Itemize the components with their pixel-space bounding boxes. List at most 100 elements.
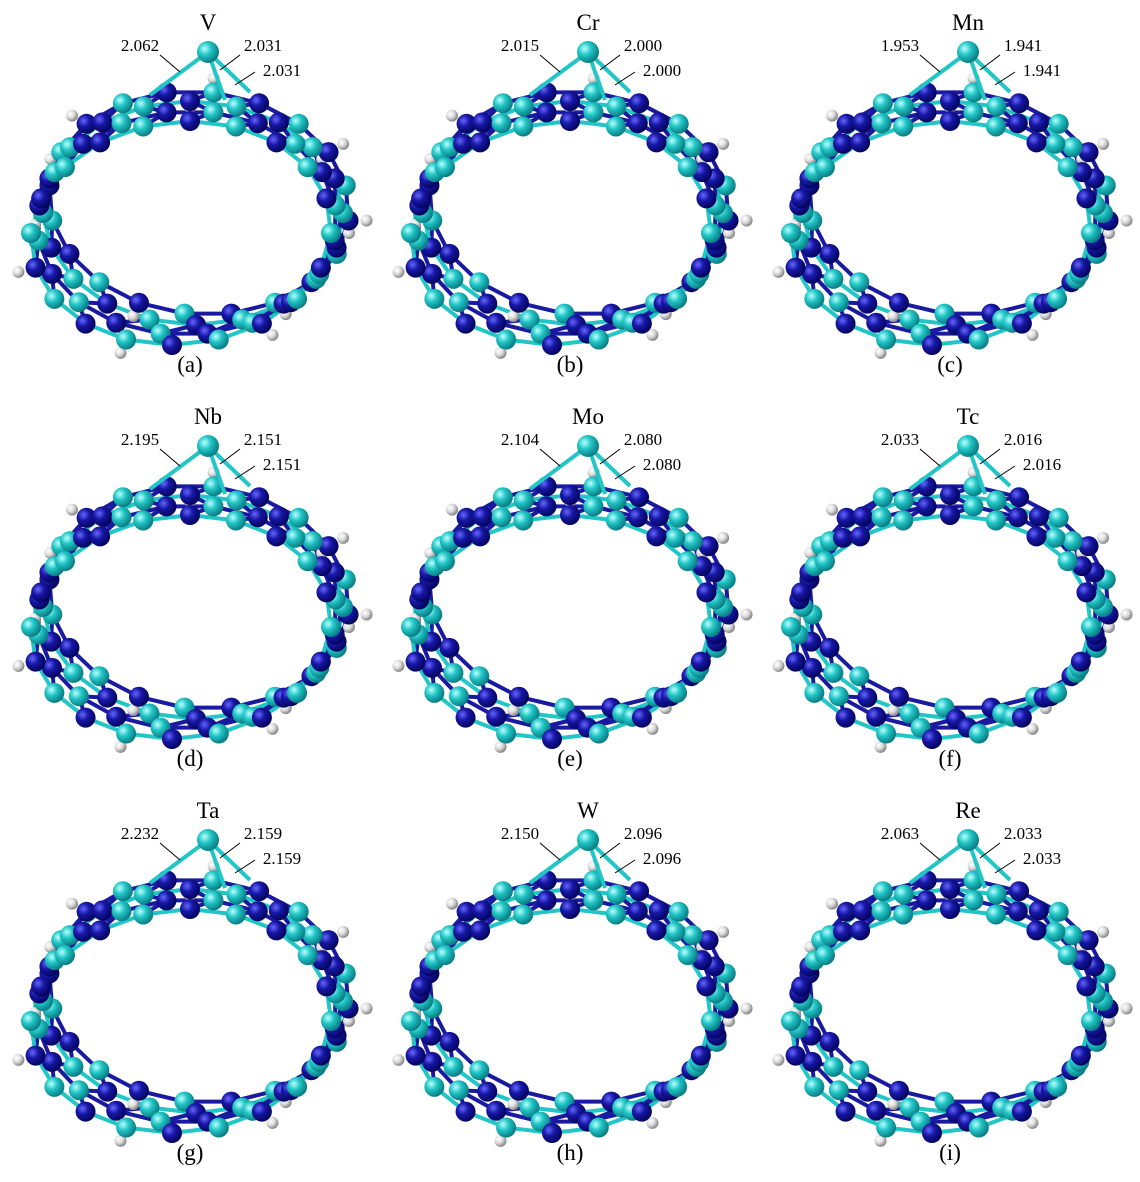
atom — [667, 683, 687, 703]
atom — [424, 683, 444, 703]
atom — [401, 617, 421, 637]
atom — [986, 96, 1006, 116]
atom — [203, 890, 223, 910]
atom — [786, 1046, 806, 1066]
atom — [470, 920, 490, 940]
atom — [449, 686, 469, 706]
atom — [411, 188, 431, 208]
leader — [600, 55, 620, 70]
hydrogen-atom — [392, 660, 404, 672]
atom — [683, 531, 703, 551]
atom — [180, 879, 200, 899]
atom — [893, 116, 913, 136]
atom — [285, 922, 305, 942]
atom — [21, 223, 41, 243]
atom — [97, 1082, 117, 1102]
atom — [113, 93, 133, 113]
atom — [665, 528, 685, 548]
atom — [472, 112, 492, 132]
atom — [26, 652, 46, 672]
leader — [920, 449, 940, 466]
atom — [889, 1081, 909, 1101]
atom — [252, 708, 272, 728]
atom — [59, 638, 79, 658]
atom — [289, 114, 309, 134]
atom — [287, 289, 307, 309]
atom — [492, 113, 512, 133]
atom — [872, 113, 892, 133]
leader — [160, 449, 180, 466]
atom — [606, 884, 626, 904]
atom — [116, 330, 136, 350]
atom — [285, 134, 305, 154]
atom — [815, 157, 835, 177]
atom — [116, 724, 136, 744]
atom — [289, 508, 309, 528]
atom — [866, 707, 886, 727]
atom — [916, 890, 936, 910]
atom — [823, 1057, 843, 1077]
bond-length: 2.033 — [881, 430, 919, 449]
atom — [969, 330, 989, 350]
element-label: Mo — [572, 404, 604, 429]
atom — [90, 526, 110, 546]
hydrogen-atom — [717, 138, 729, 150]
atom — [667, 1077, 687, 1097]
atom — [311, 652, 331, 672]
bond-length: 2.016 — [1004, 430, 1042, 449]
atom — [209, 1118, 229, 1138]
atom — [606, 904, 626, 924]
atom — [496, 330, 516, 350]
atom — [940, 485, 960, 505]
leader — [220, 843, 240, 858]
atom — [76, 314, 96, 334]
hydrogen-atom — [1121, 609, 1133, 621]
atom — [829, 1080, 849, 1100]
hydrogen-atom — [1121, 1003, 1133, 1015]
atom — [893, 510, 913, 530]
atom — [1076, 582, 1096, 602]
metal-atom — [197, 41, 219, 63]
bond-length: 2.031 — [244, 36, 282, 55]
atom — [696, 976, 716, 996]
atom — [649, 900, 669, 920]
atom — [916, 496, 936, 516]
atom — [606, 490, 626, 510]
atom — [916, 102, 936, 122]
atom — [876, 724, 896, 744]
atom — [1029, 112, 1049, 132]
atom — [628, 901, 648, 921]
atom — [113, 487, 133, 507]
atom — [89, 666, 109, 686]
atom — [470, 132, 490, 152]
atom — [303, 925, 323, 945]
atom — [486, 313, 506, 333]
atoms — [392, 72, 752, 358]
atom — [31, 188, 51, 208]
atom — [55, 157, 75, 177]
atom — [249, 881, 269, 901]
atom — [894, 490, 914, 510]
panel: Mo2.1042.0802.080(e) — [392, 404, 752, 771]
atom — [629, 881, 649, 901]
atom — [226, 884, 246, 904]
atom — [646, 526, 666, 546]
atom — [456, 314, 476, 334]
atom — [453, 134, 473, 154]
atom — [112, 507, 132, 527]
bond-length: 2.195 — [121, 430, 159, 449]
hydrogen-atom — [826, 504, 838, 516]
atom — [92, 900, 112, 920]
atom — [815, 945, 835, 965]
atom — [1009, 93, 1029, 113]
atom — [873, 881, 893, 901]
atom — [469, 272, 489, 292]
atom — [791, 976, 811, 996]
leader — [980, 843, 1000, 858]
panel: Cr2.0152.0002.000(b) — [392, 10, 752, 377]
atom — [435, 551, 455, 571]
panel: Tc2.0332.0162.016(f) — [772, 404, 1132, 771]
atom — [940, 111, 960, 131]
bond-length: 2.232 — [121, 824, 159, 843]
atom — [311, 1046, 331, 1066]
